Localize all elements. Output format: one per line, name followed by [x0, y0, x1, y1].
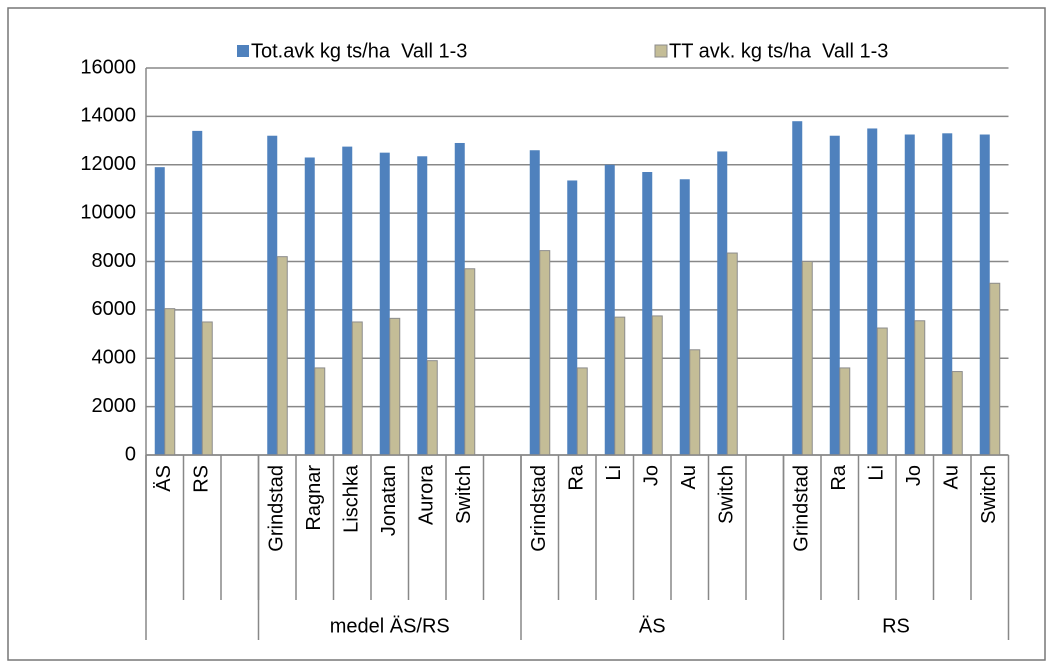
bar: [454, 142, 465, 455]
bar: [314, 367, 326, 456]
bar: [604, 164, 615, 455]
legend-label: Tot.avk kg ts/ha Vall 1-3: [251, 40, 467, 62]
bar: [389, 317, 401, 456]
x-tick-label: Grindstad: [791, 465, 813, 552]
bar: [201, 321, 213, 456]
y-tick-label: 2000: [92, 395, 137, 417]
x-tick-label: Au: [941, 465, 963, 489]
bar: [154, 167, 165, 455]
y-tick-label: 10000: [80, 201, 136, 223]
x-tick-label: Grindstad: [528, 465, 550, 552]
x-tick-label: Lischka: [341, 464, 363, 533]
bar: [192, 130, 203, 455]
bar: [614, 316, 626, 456]
bar: [829, 135, 840, 455]
legend-label: TT avk. kg ts/ha Vall 1-3: [669, 40, 888, 62]
group-label: RS: [882, 615, 910, 637]
bar: [679, 179, 690, 455]
group-label: ÄS: [639, 615, 666, 637]
bar: [914, 320, 926, 456]
x-tick-label: Grindstad: [266, 465, 288, 552]
x-tick-label: Li: [603, 465, 625, 481]
y-tick-label: 8000: [92, 250, 137, 272]
y-tick-label: 4000: [92, 347, 137, 369]
x-tick-label: Au: [678, 465, 700, 489]
y-tick-label: 12000: [80, 153, 136, 175]
bar: [989, 282, 1001, 456]
bar: [651, 315, 663, 456]
legend-swatch: [654, 44, 668, 58]
y-tick-label: 0: [125, 443, 136, 465]
bar: [379, 152, 390, 455]
bar: [904, 134, 915, 455]
bar: [164, 308, 176, 456]
bar: [276, 256, 288, 456]
y-tick-label: 16000: [80, 56, 136, 78]
y-tick-label: 6000: [92, 298, 137, 320]
bar: [942, 133, 953, 455]
bar: [792, 121, 803, 456]
bar: [464, 268, 476, 456]
bar: [342, 146, 353, 455]
x-tick-label: Jonatan: [378, 465, 400, 536]
x-tick-label: Jo: [641, 465, 663, 486]
bar: [979, 134, 990, 455]
group-label: medel ÄS/RS: [330, 615, 450, 637]
bar: [642, 172, 653, 455]
bar: [576, 367, 588, 456]
x-tick-label: Ra: [566, 464, 588, 490]
legend-swatch: [237, 45, 249, 57]
y-tick-label: 14000: [80, 105, 136, 127]
bar: [417, 156, 428, 456]
x-tick-label: Aurora: [416, 464, 438, 525]
bar: [689, 349, 701, 456]
bar: [426, 360, 438, 456]
bar: [351, 321, 363, 456]
x-tick-label: Switch: [453, 465, 475, 524]
bar: [876, 327, 888, 456]
bar: [801, 261, 813, 456]
x-tick-label: Switch: [716, 465, 738, 524]
bar: [867, 128, 878, 455]
bar: [717, 151, 728, 455]
bar: [529, 150, 540, 456]
bar: [539, 250, 551, 456]
bar: [951, 371, 963, 456]
bar: [839, 367, 851, 456]
x-tick-label: Ra: [828, 464, 850, 490]
bar: [726, 252, 738, 456]
bar: [304, 157, 315, 455]
x-tick-label: Switch: [978, 465, 1000, 524]
x-tick-label: ÄS: [153, 465, 175, 492]
x-tick-label: Ragnar: [303, 465, 325, 531]
x-tick-label: Li: [866, 465, 888, 481]
bar: [267, 135, 278, 455]
x-tick-label: RS: [191, 465, 213, 493]
bar: [567, 180, 578, 456]
x-tick-label: Jo: [903, 465, 925, 486]
